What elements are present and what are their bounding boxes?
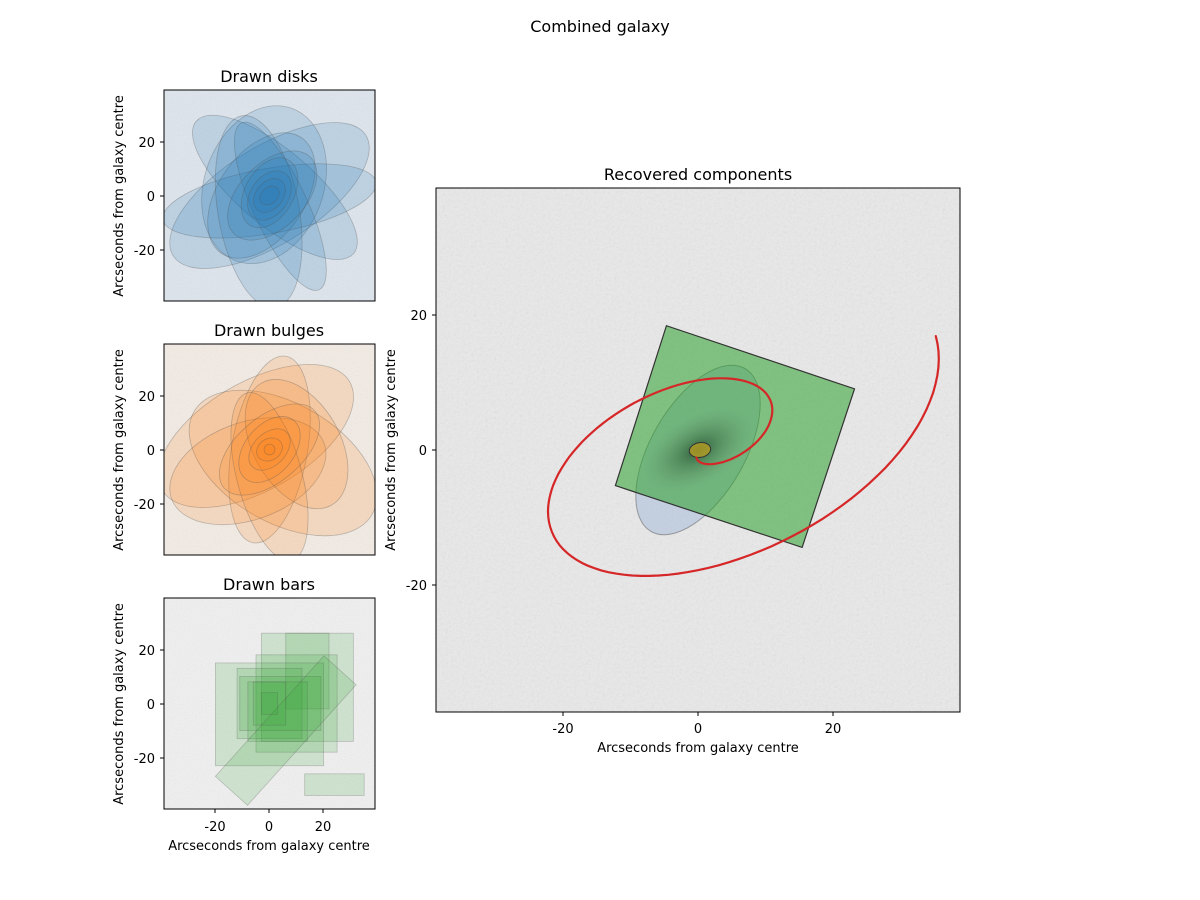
bulges-ylabel: Arcseconds from galaxy centre — [112, 349, 127, 551]
component-ellipse-7 — [238, 416, 301, 483]
bars-xtick-label-20: 20 — [315, 820, 332, 835]
bars-noise — [164, 598, 375, 809]
recovered-y-ticks: 20 0 -20 — [406, 309, 436, 594]
component-ellipse-5 — [230, 392, 309, 555]
component-ellipse-6 — [218, 403, 321, 496]
disks-ytick-label-20: 20 — [138, 136, 155, 151]
bars-marks — [214, 632, 365, 806]
bulges-marks — [164, 355, 375, 555]
recovered-xtick-label-20: 20 — [825, 722, 842, 737]
panel-recovered-components: Recovered components 20 0 -20 -20 0 20 A… — [384, 165, 961, 756]
bars-y-ticks: 20 0 -20 — [134, 644, 164, 767]
component-rect-8 — [304, 773, 365, 796]
component-ellipse-4 — [244, 379, 349, 510]
figure-title: Combined galaxy — [530, 17, 670, 36]
component-ellipse-1 — [192, 114, 358, 260]
panel-title-bars: Drawn bars — [223, 575, 315, 594]
component-rect-7 — [214, 655, 357, 806]
component-ellipse-10 — [253, 178, 286, 213]
disks-ytick-label--20: -20 — [134, 244, 155, 259]
component-ellipse-8 — [240, 157, 299, 229]
bulges-ytick-label-0: 0 — [147, 444, 155, 459]
panel-title-bulges: Drawn bulges — [214, 321, 324, 340]
panel-drawn-bulges: Drawn bulges 20 0 -20 Arcseconds from ga… — [112, 321, 376, 556]
component-ellipse-2 — [201, 105, 327, 265]
recovered-bulge — [688, 441, 712, 459]
recovered-xtick-label-0: 0 — [694, 722, 702, 737]
component-ellipse-7 — [227, 150, 318, 241]
bars-ylabel: Arcseconds from galaxy centre — [112, 603, 127, 805]
bars-x-ticks: -20 0 20 — [204, 809, 331, 835]
bars-xtick-label-0: 0 — [265, 820, 273, 835]
recovered-ytick-label-20: 20 — [410, 309, 427, 324]
disks-noise — [164, 90, 375, 301]
component-ellipse-3 — [164, 163, 375, 239]
component-ellipse-11 — [259, 185, 280, 206]
component-ellipse-10 — [263, 443, 276, 456]
recovered-xlabel: Arcseconds from galaxy centre — [597, 741, 799, 756]
recovered-marks — [546, 324, 940, 577]
panel-drawn-disks: Drawn disks 20 0 -20 Arcseconds from gal… — [112, 67, 376, 302]
recovered-ytick-label-0: 0 — [419, 444, 427, 459]
component-ellipse-9 — [256, 437, 283, 462]
panel-title-disks: Drawn disks — [220, 67, 318, 86]
bars-ytick-label-20: 20 — [138, 644, 155, 659]
bars-ytick-label-0: 0 — [147, 698, 155, 713]
component-ellipse-5 — [233, 121, 327, 291]
component-rect-9 — [252, 681, 287, 726]
bars-ytick-label--20: -20 — [134, 752, 155, 767]
bars-xlabel: Arcseconds from galaxy centre — [168, 839, 370, 854]
component-rect-6 — [247, 681, 308, 742]
recovered-ylabel: Arcseconds from galaxy centre — [384, 349, 399, 551]
bulges-ytick-label-20: 20 — [138, 390, 155, 405]
component-ellipse-4 — [207, 132, 316, 259]
bulges-ytick-label--20: -20 — [134, 498, 155, 513]
disks-marks — [164, 105, 375, 301]
component-ellipse-8 — [248, 428, 291, 471]
component-rect-0 — [260, 632, 354, 742]
component-ellipse-3 — [169, 417, 327, 526]
component-ellipse-0 — [164, 364, 354, 508]
recovered-x-ticks: -20 0 20 — [552, 712, 841, 737]
component-ellipse-6 — [214, 115, 303, 301]
bulges-noise — [164, 344, 375, 555]
component-rect-4 — [236, 667, 303, 740]
panel-drawn-bars: Drawn bars 20 0 -20 -20 0 20 Arcseconds … — [112, 575, 376, 854]
panel-title-recovered: Recovered components — [604, 165, 792, 184]
component-ellipse-2 — [228, 355, 311, 544]
component-rect-1 — [285, 632, 330, 710]
component-ellipse-1 — [188, 389, 375, 537]
disks-ylabel: Arcseconds from galaxy centre — [112, 95, 127, 297]
component-rect-10 — [260, 692, 279, 715]
component-rect-5 — [239, 676, 322, 731]
disks-y-ticks: 20 0 -20 — [134, 136, 164, 259]
component-rect-2 — [255, 654, 338, 753]
component-rect-3 — [214, 662, 325, 767]
bulges-y-ticks: 20 0 -20 — [134, 390, 164, 513]
recovered-ytick-label--20: -20 — [406, 579, 427, 594]
recovered-xtick-label--20: -20 — [552, 722, 573, 737]
component-ellipse-0 — [169, 122, 370, 269]
bars-xtick-label--20: -20 — [204, 820, 225, 835]
recovered-spiral-arm — [546, 335, 940, 577]
disks-ytick-label-0: 0 — [147, 190, 155, 205]
component-ellipse-9 — [247, 170, 292, 221]
